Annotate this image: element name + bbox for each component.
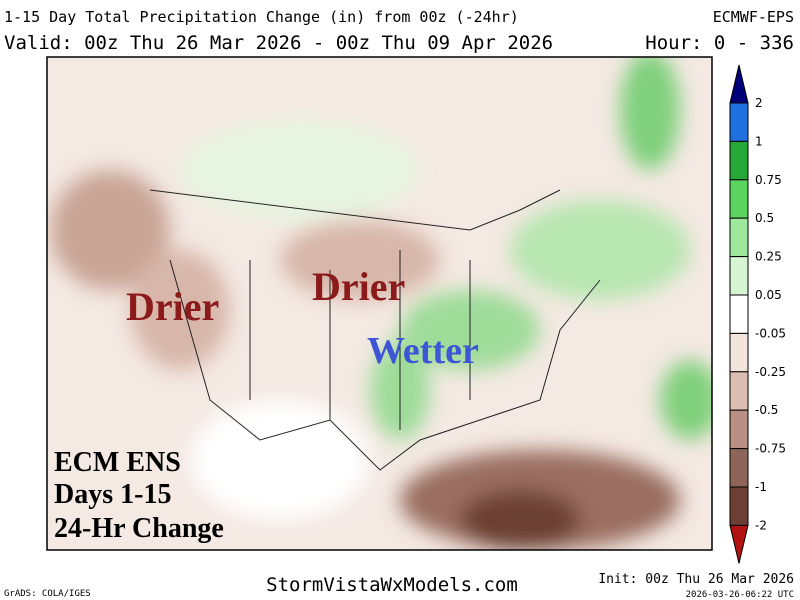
colorbar-segment: [729, 409, 749, 450]
colorbar-label: -0.25: [755, 365, 786, 379]
colorbar-arrow: [729, 524, 749, 564]
colorbar-label: 0.25: [755, 250, 782, 264]
colorbar-label: 2: [755, 96, 763, 110]
colorbar-segment: [729, 294, 749, 334]
colorbar-label: 1: [755, 134, 763, 148]
model-name: ECMWF-EPS: [713, 8, 794, 26]
annotation: Wetter: [367, 330, 479, 372]
title: 1-15 Day Total Precipitation Change (in)…: [4, 8, 519, 26]
colorbar-label: -2: [755, 518, 767, 532]
colorbar-segment: [729, 448, 749, 488]
colorbar-label: 0.5: [755, 211, 774, 225]
map: Drier Drier Wetter ECM ENS Days 1-15 24-…: [46, 56, 713, 551]
colorbar-segment: [729, 332, 749, 373]
colorbar-segment: [729, 256, 749, 296]
init-time: Init: 00z Thu 26 Mar 2026: [598, 572, 794, 587]
colorbar-label: 0.05: [755, 288, 782, 302]
timestamp: 2026-03-26-06:22 UTC: [686, 590, 794, 600]
colorbar-segment: [729, 102, 749, 142]
colorbar-label: -0.5: [755, 403, 778, 417]
colorbar-label: -0.75: [755, 442, 786, 456]
software: GrADS: COLA/IGES: [4, 589, 91, 599]
hour-range: Hour: 0 - 336: [645, 32, 794, 54]
valid-range: Valid: 00z Thu 26 Mar 2026 - 00z Thu 09 …: [4, 32, 553, 54]
colorbar-segment: [729, 140, 749, 181]
caption: Days 1-15: [54, 479, 171, 510]
boundaries: [149, 189, 601, 471]
annotation: Drier: [126, 284, 219, 329]
colorbar: 2 1 0.75 0.5 0.25 0.05 -0.05 -0.25 -0.5 -0.75 -1 -2: [729, 64, 786, 564]
colorbar-segment: [729, 217, 749, 258]
colorbar-segment: [729, 486, 749, 526]
colorbar-label: -1: [755, 480, 767, 494]
site: StormVistaWxModels.com: [266, 574, 518, 596]
colorbar-arrow: [729, 64, 749, 104]
colorbar-segment: [729, 371, 749, 411]
colorbar-label: -0.05: [755, 326, 786, 340]
caption: 24-Hr Change: [54, 513, 224, 544]
shading: [50, 57, 712, 550]
annotation: Drier: [312, 264, 405, 309]
map-frame: [46, 56, 713, 551]
colorbar-segment: [729, 179, 749, 219]
colorbar-label: 0.75: [755, 173, 782, 187]
caption: ECM ENS: [54, 447, 181, 478]
